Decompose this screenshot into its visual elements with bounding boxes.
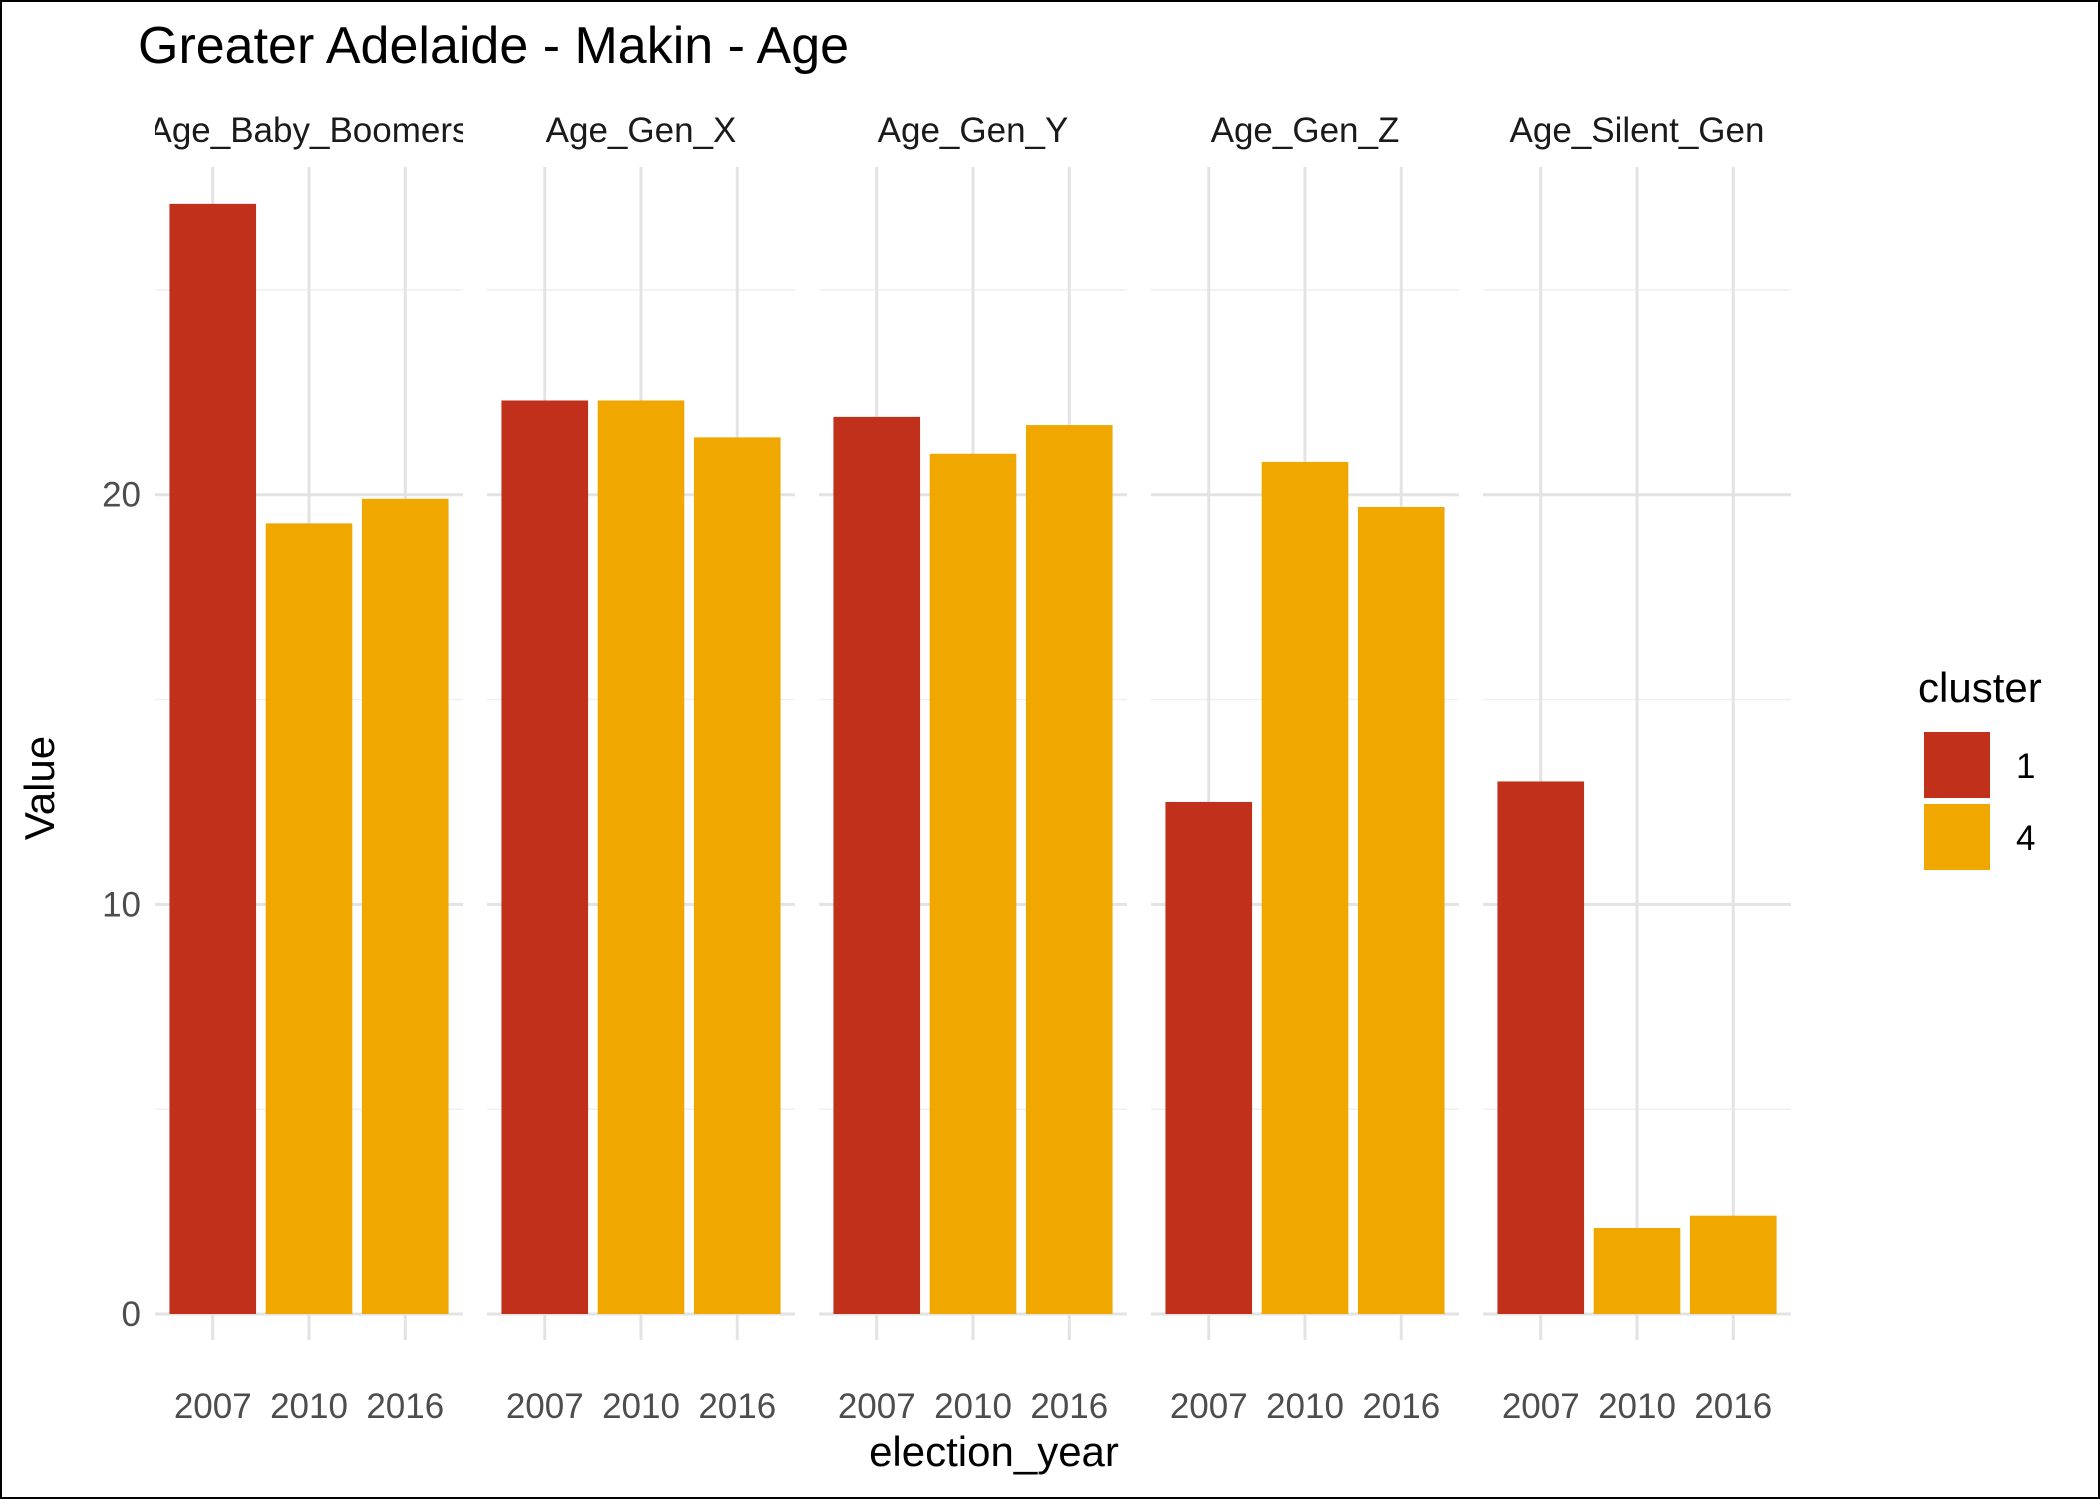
x-tick-label: 2007 xyxy=(174,1387,252,1426)
bar xyxy=(1689,1215,1777,1314)
bar xyxy=(833,416,921,1314)
x-tick-label: 2007 xyxy=(506,1387,584,1426)
legend-key xyxy=(1924,732,1990,798)
legend-label: 4 xyxy=(2016,819,2035,858)
bar xyxy=(361,498,449,1315)
y-axis-title: Value xyxy=(16,736,63,840)
facet-panel: Age_Gen_Z 2007 2010 2016 xyxy=(1151,111,1459,1426)
facet-strip-label: Age_Silent_Gen xyxy=(1510,111,1765,150)
facet-strip-label: Age_Baby_Boomers xyxy=(148,111,469,150)
legend-key xyxy=(1924,804,1990,870)
y-tick-label: 20 xyxy=(102,476,141,515)
x-axis-title: election_year xyxy=(869,1428,1119,1475)
bar xyxy=(1261,461,1349,1314)
x-tick-label: 2016 xyxy=(366,1387,444,1426)
y-tick-label: 10 xyxy=(102,885,141,924)
facet-strip-label: Age_Gen_Z xyxy=(1211,111,1400,150)
bar xyxy=(1025,425,1113,1314)
x-tick-label: 2016 xyxy=(1030,1387,1108,1426)
legend: cluster 1 4 xyxy=(1918,664,2042,870)
x-tick-label: 2007 xyxy=(1170,1387,1248,1426)
x-tick-label: 2007 xyxy=(1502,1387,1580,1426)
facet-panel: Age_Gen_X 2007 2010 2016 xyxy=(487,111,795,1426)
x-tick-label: 2016 xyxy=(1694,1387,1772,1426)
x-tick-label: 2016 xyxy=(698,1387,776,1426)
x-tick-label: 2010 xyxy=(1598,1387,1676,1426)
x-tick-label: 2016 xyxy=(1362,1387,1440,1426)
y-tick-label: 0 xyxy=(122,1295,141,1334)
x-tick-label: 2010 xyxy=(602,1387,680,1426)
bar xyxy=(693,437,781,1315)
bar xyxy=(1497,781,1585,1314)
facet-strip-label: Age_Gen_X xyxy=(546,111,737,150)
chart-title: Greater Adelaide - Makin - Age xyxy=(138,17,849,75)
facet-strip-label: Age_Gen_Y xyxy=(878,111,1069,150)
x-tick-label: 2010 xyxy=(1266,1387,1344,1426)
facet-panel: Age_Baby_Boomers 2007 2010 2016 xyxy=(148,111,469,1426)
x-tick-label: 2010 xyxy=(934,1387,1012,1426)
bar xyxy=(929,453,1017,1314)
bar xyxy=(1593,1227,1681,1314)
facet-panel: Age_Silent_Gen 2007 2010 2016 xyxy=(1483,111,1791,1426)
bar xyxy=(169,203,257,1314)
bar xyxy=(501,400,589,1314)
x-tick-label: 2007 xyxy=(838,1387,916,1426)
bar xyxy=(1357,507,1445,1315)
legend-title: cluster xyxy=(1918,664,2042,711)
bar xyxy=(597,400,685,1314)
bar xyxy=(1165,801,1253,1314)
legend-label: 1 xyxy=(2016,747,2035,786)
facet-panel: Age_Gen_Y 2007 2010 2016 xyxy=(819,111,1127,1426)
bar xyxy=(265,523,353,1314)
x-tick-label: 2010 xyxy=(270,1387,348,1426)
